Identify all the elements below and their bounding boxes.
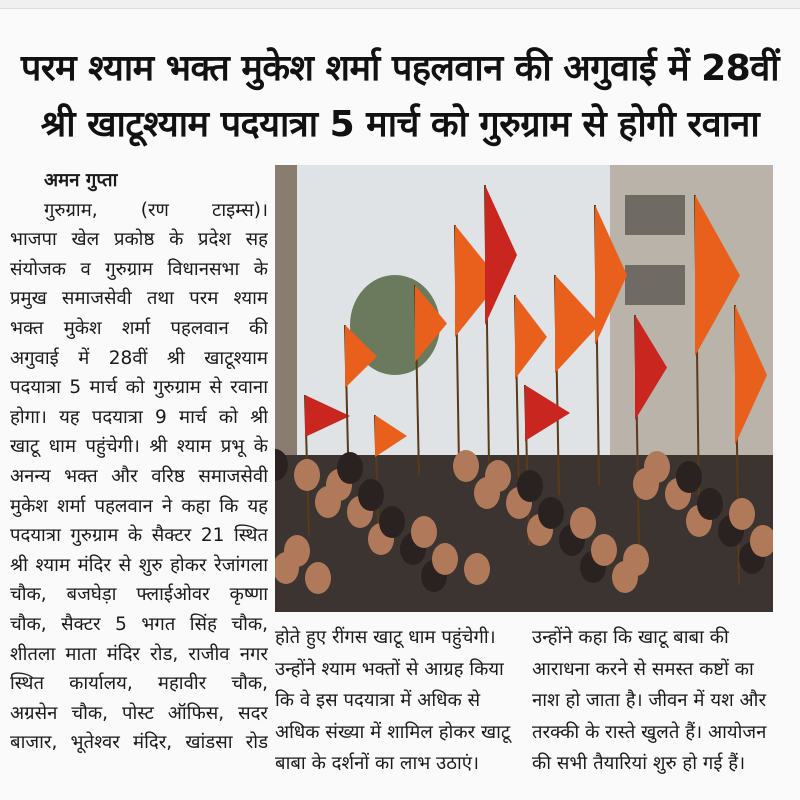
saffron-flag xyxy=(525,385,570,441)
article-line: नाश हो जाता है। जीवन में यश और xyxy=(532,690,767,711)
saffron-flag xyxy=(515,295,547,379)
saffron-flag xyxy=(595,205,627,345)
article-line: होगा। यह पदयात्रा 9 मार्च को श्री xyxy=(10,406,268,428)
person-head xyxy=(644,451,670,483)
article-line: भक्त मुकेश शर्मा पहलवान की xyxy=(10,317,268,339)
article-line: तरक्की के रास्ते खुलते हैं। आयोजन xyxy=(532,721,767,743)
saffron-flag xyxy=(735,305,767,445)
article-line: पदयात्रा 5 मार्च को गुरुग्राम से रवाना xyxy=(10,377,268,399)
saffron-flag xyxy=(555,275,600,373)
article-line: चौक, बजघेड़ा फ्लाईओवर कृष्णा xyxy=(10,584,268,606)
saffron-flag xyxy=(485,185,517,325)
saffron-flag xyxy=(305,395,350,437)
article-line: कि वे इस पदयात्रा में अधिक से xyxy=(275,690,481,711)
building-left xyxy=(275,165,297,455)
article-line: अनन्य भक्त और वरिष्ठ समाजसेवी xyxy=(10,465,268,487)
saffron-flag xyxy=(635,315,667,420)
article-line: प्रमुख समाजसेवी तथा परम श्याम xyxy=(10,288,268,310)
saffron-flag xyxy=(375,415,407,457)
person-head xyxy=(750,525,773,557)
clipped-previous-article-strip xyxy=(0,0,800,9)
person-head xyxy=(284,535,310,567)
person-head xyxy=(411,516,437,548)
article-line: चौक, सैक्टर 5 भगत सिंह चौक, xyxy=(10,613,268,635)
procession-photo xyxy=(275,165,773,612)
saffron-flag xyxy=(695,195,740,356)
article-line: बाजार, भूतेश्वर मंदिर, खांडसा रोड xyxy=(10,732,268,754)
person-head xyxy=(676,461,702,493)
person-head xyxy=(453,450,479,482)
article-line: स्थित कार्यालय, महावीर चौक, xyxy=(10,673,268,695)
dateline: गुरुग्राम, (रण टाइम्स)। xyxy=(44,199,268,221)
person-head xyxy=(538,497,564,529)
person-head xyxy=(485,460,511,492)
person-head xyxy=(294,459,320,491)
article-line: संयोजक व गुरुग्राम विधानसभा के xyxy=(10,258,268,280)
article-line: बाबा के दर्शनों का लाभ उठाएं। xyxy=(275,753,480,774)
article-line: अग्रसेन चौक, पोस्ट ऑफिस, सदर xyxy=(10,702,268,724)
saffron-flag xyxy=(415,285,447,362)
person-head xyxy=(275,449,288,481)
saffron-flag xyxy=(345,325,377,388)
article-line: अधिक संख्या में शामिल होकर खाटू xyxy=(275,721,511,743)
person-head xyxy=(570,507,596,539)
headline-line-1: परम श्याम भक्त मुकेश शर्मा पहलवान की अगु… xyxy=(20,48,780,89)
article-line: पदयात्रा गुरुग्राम के सैक्टर 21 स्थित xyxy=(10,525,268,547)
person-head xyxy=(464,553,490,585)
article-line: की सभी तैयारियां शुरु हो गई हैं। xyxy=(532,753,746,774)
article-line: खाटू धाम पहुंचेगी। श्री श्याम प्रभू के xyxy=(10,436,268,458)
article-line: अगुवाई में 28वीं श्री खाटूश्याम xyxy=(10,347,268,369)
article-line: मुकेश शर्मा पहलवान ने कहा कि यह xyxy=(10,495,268,517)
article-left-column: अमन गुप्ता गुरुग्राम, (रण टाइम्स)। भाजपा… xyxy=(10,166,268,758)
article-middle-column: होते हुए रींगस खाटू धाम पहुंचेगी। उन्होंन… xyxy=(275,622,520,780)
saffron-flag xyxy=(455,225,500,337)
article-line: उन्होंने श्याम भक्तों से आग्रह किया xyxy=(275,658,504,680)
person-head xyxy=(358,479,384,511)
article-line: होते हुए रींगस खाटू धाम पहुंचेगी। xyxy=(275,627,496,648)
headline-line-2: श्री खाटूश्याम पदयात्रा 5 मार्च को गुरुग… xyxy=(40,104,760,145)
person-head xyxy=(729,498,755,530)
article-line: श्री श्याम मंदिर से शुरु होकर रेजांगला xyxy=(10,554,268,576)
article-line: शीतला माता मंदिर रोड, राजीव नगर xyxy=(10,643,268,665)
person-head xyxy=(591,534,617,566)
crowd-heads xyxy=(275,449,773,594)
article-line: आराधना करने से समस्त कष्टों का xyxy=(532,658,754,680)
person-head xyxy=(305,562,331,594)
person-head xyxy=(623,544,649,576)
person-head xyxy=(517,470,543,502)
person-head xyxy=(379,506,405,538)
article-right-column: उन्होंने कहा कि खाटू बाबा की आराधना करने … xyxy=(532,622,777,780)
byline: अमन गुप्ता xyxy=(44,170,118,191)
article-line: उन्होंने कहा कि खाटू बाबा की xyxy=(532,627,729,648)
person-head xyxy=(697,488,723,520)
person-head xyxy=(337,452,363,484)
article-line: भाजपा खेल प्रकोष्ठ के प्रदेश सह xyxy=(10,229,268,251)
person-head xyxy=(432,543,458,575)
